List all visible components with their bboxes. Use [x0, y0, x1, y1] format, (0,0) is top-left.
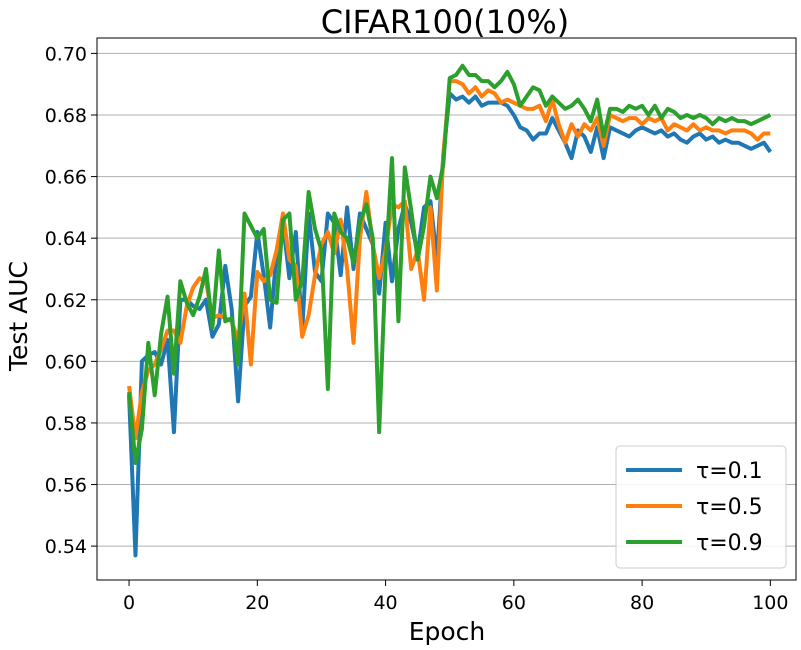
- y-tick-label: 0.68: [45, 105, 87, 127]
- y-tick-label: 0.56: [45, 475, 87, 497]
- y-tick-label: 0.58: [45, 413, 87, 435]
- x-tick-label: 40: [373, 592, 397, 614]
- x-axis-title: Epoch: [409, 617, 486, 646]
- series-line-3: [127, 63, 772, 465]
- y-tick-label: 0.54: [45, 536, 87, 558]
- axis-ticks: 0.54 0.56 0.58 0.60 0.62 0.64 0.66 0.68 0.70 0 20 4…: [45, 43, 789, 614]
- x-tick-label: 100: [752, 592, 788, 614]
- legend-box: [615, 445, 787, 569]
- y-tick-label: 0.66: [45, 167, 87, 189]
- series-lines: [127, 63, 772, 558]
- x-tick-label: 80: [630, 592, 654, 614]
- y-axis-title: Test AUC: [4, 261, 33, 372]
- legend-label: τ=0.5: [696, 495, 763, 520]
- x-tick-label: 0: [123, 592, 135, 614]
- chart-title: CIFAR100(10%): [321, 3, 570, 41]
- plot-frame: [96, 37, 797, 581]
- legend-label: τ=0.9: [696, 531, 763, 556]
- legend-label: τ=0.1: [696, 459, 763, 484]
- x-tick-label: 60: [502, 592, 526, 614]
- y-tick-label: 0.64: [45, 228, 87, 250]
- legend: τ=0.1 τ=0.5 τ=0.9: [615, 445, 787, 569]
- y-tick-label: 0.62: [45, 290, 87, 312]
- y-tick-label: 0.60: [45, 351, 87, 373]
- y-tick-label: 0.70: [45, 43, 87, 65]
- x-tick-label: 20: [245, 592, 269, 614]
